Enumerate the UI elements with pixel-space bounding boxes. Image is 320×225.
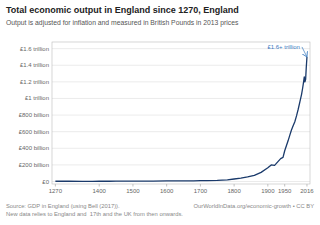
grid-line — [52, 65, 310, 66]
plot-area — [55, 57, 307, 181]
y-tick-label: £400 billion — [19, 145, 49, 151]
grid-line — [52, 115, 310, 116]
x-tick-label: 1500 — [126, 188, 140, 194]
subtitle: Output is adjusted for inflation and mea… — [6, 19, 239, 27]
y-tick-label: £800 billion — [19, 112, 49, 118]
x-tick-label: 2016 — [300, 188, 314, 194]
x-tick-label: 1400 — [93, 188, 107, 194]
grid-line — [52, 131, 310, 132]
x-tick — [99, 184, 100, 187]
x-tick-label: 1700 — [194, 188, 208, 194]
title: Total economic output in England since 1… — [6, 5, 239, 15]
plot-frame — [52, 42, 310, 184]
x-tick — [306, 184, 307, 187]
source-note: New data relies to England and 17th and … — [6, 211, 183, 217]
x-tick-label: 1270 — [49, 188, 63, 194]
x-tick — [267, 184, 268, 187]
x-tick — [166, 184, 167, 187]
y-tick-label: £1.6 trillion — [20, 46, 49, 52]
grid-line — [52, 81, 310, 82]
y-tick-label: £600 billion — [19, 129, 49, 135]
y-tick-label: £1.4 trillion — [20, 62, 49, 68]
y-tick-label: £1 trillion — [25, 95, 49, 101]
annotation: £1.6+ trillion — [267, 44, 300, 50]
annotation-arrow — [302, 47, 307, 57]
y-tick-label: £200 billion — [19, 162, 49, 168]
data-line — [55, 57, 307, 181]
x-tick-label: 1950 — [278, 188, 292, 194]
x-tick — [284, 184, 285, 187]
x-tick-label: 1900 — [261, 188, 275, 194]
grid-line — [52, 98, 310, 99]
source-note: OurWorldInData.org/economic-growth • CC … — [194, 203, 315, 209]
source-note: Source: GDP in England (using Bell (2017… — [6, 203, 120, 209]
x-tick — [234, 184, 235, 187]
chart: Total economic output in England since 1… — [0, 0, 320, 225]
x-tick — [55, 184, 56, 187]
y-tick-label: £0 — [42, 179, 49, 185]
y-tick-label: £1.2 trillion — [20, 79, 49, 85]
x-tick — [132, 184, 133, 187]
x-tick-label: 1800 — [227, 188, 241, 194]
x-tick — [200, 184, 201, 187]
x-tick-label: 1600 — [160, 188, 174, 194]
grid-line — [52, 148, 310, 149]
